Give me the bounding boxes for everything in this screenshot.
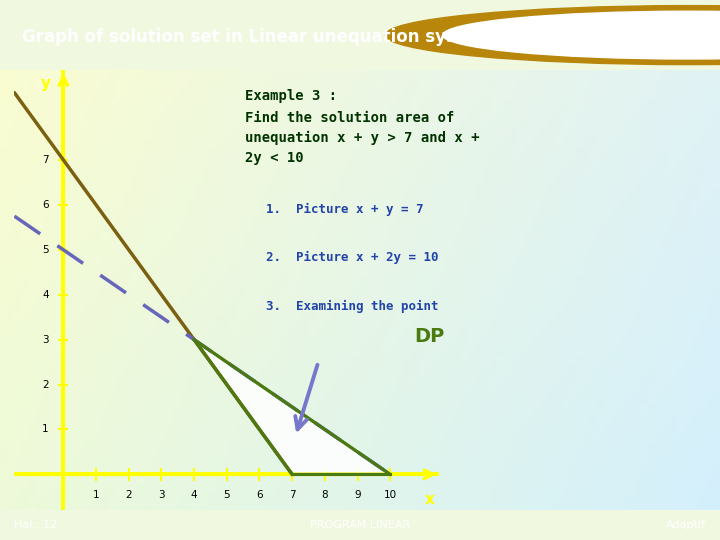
Text: 4: 4: [42, 290, 49, 300]
Text: 6: 6: [42, 200, 49, 210]
Text: Adaptif: Adaptif: [666, 520, 706, 530]
Text: 1: 1: [42, 424, 49, 435]
Text: y: y: [40, 76, 50, 91]
Text: 9: 9: [354, 490, 361, 500]
Text: 3: 3: [42, 335, 49, 345]
Text: 1.  Picture x + y = 7: 1. Picture x + y = 7: [266, 202, 424, 215]
Text: 5: 5: [223, 490, 230, 500]
Text: 7: 7: [42, 155, 49, 165]
Text: 6: 6: [256, 490, 263, 500]
Text: 2y < 10: 2y < 10: [245, 151, 303, 165]
Text: 4: 4: [191, 490, 197, 500]
Text: 10: 10: [384, 490, 397, 500]
Text: 2: 2: [42, 380, 49, 389]
Text: 5: 5: [42, 245, 49, 255]
Polygon shape: [194, 340, 390, 474]
Text: 1: 1: [93, 490, 99, 500]
Text: Hal.: 12: Hal.: 12: [14, 520, 58, 530]
Circle shape: [443, 11, 720, 59]
Text: 2: 2: [125, 490, 132, 500]
Text: 8: 8: [322, 490, 328, 500]
Circle shape: [385, 5, 720, 65]
Text: 3.  Examining the point: 3. Examining the point: [266, 300, 439, 313]
Text: PROGRAM LINEAR: PROGRAM LINEAR: [310, 520, 410, 530]
Text: x: x: [425, 491, 434, 507]
Text: 7: 7: [289, 490, 295, 500]
Text: DP: DP: [414, 327, 444, 346]
Text: 3: 3: [158, 490, 165, 500]
Text: 2.  Picture x + 2y = 10: 2. Picture x + 2y = 10: [266, 251, 439, 264]
Text: Find the solution area of: Find the solution area of: [245, 111, 454, 125]
Text: unequation x + y > 7 and x +: unequation x + y > 7 and x +: [245, 131, 480, 145]
Text: Graph of solution set in Linear unequation system: Graph of solution set in Linear unequati…: [22, 28, 492, 45]
Text: Example 3 :: Example 3 :: [245, 89, 337, 103]
